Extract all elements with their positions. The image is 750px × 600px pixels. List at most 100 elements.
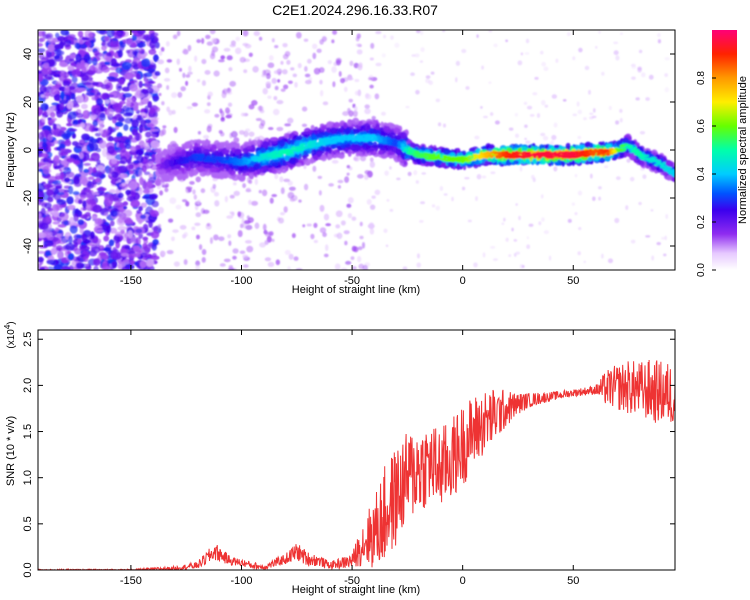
noise-speckle	[49, 119, 56, 124]
noise-speckle	[59, 172, 65, 180]
noise-speckle	[98, 251, 107, 257]
noise-speckle	[47, 133, 53, 141]
noise-speckle	[39, 266, 45, 270]
noise-speckle	[46, 242, 54, 247]
noise-speckle	[225, 107, 230, 114]
noise-speckle	[540, 194, 544, 199]
noise-speckle	[271, 77, 277, 84]
spectrogram-heatmap	[38, 30, 675, 270]
noise-speckle	[638, 201, 642, 206]
noise-speckle	[598, 196, 602, 201]
noise-speckle	[160, 47, 165, 52]
noise-speckle	[117, 192, 124, 199]
noise-speckle	[228, 265, 234, 269]
signal-ridge-blob	[443, 148, 450, 156]
noise-speckle	[130, 187, 136, 197]
noise-speckle	[53, 156, 60, 165]
noise-speckle	[589, 112, 594, 116]
noise-speckle	[615, 176, 621, 181]
noise-speckle	[194, 55, 198, 62]
noise-speckle	[54, 44, 60, 50]
noise-speckle	[176, 30, 181, 37]
noise-speckle	[294, 81, 298, 88]
noise-speckle	[481, 175, 487, 179]
signal-ridge-blob	[234, 148, 241, 156]
noise-speckle	[243, 264, 249, 268]
noise-speckle	[182, 49, 187, 54]
noise-speckle	[288, 253, 294, 260]
noise-speckle	[595, 45, 598, 49]
noise-speckle	[141, 58, 151, 68]
noise-speckle	[637, 67, 642, 73]
signal-ridge-blob	[196, 139, 202, 144]
noise-speckle	[91, 81, 99, 86]
noise-speckle	[158, 92, 162, 97]
noise-speckle	[209, 237, 213, 245]
signal-ridge-blob	[393, 154, 398, 161]
noise-speckle	[66, 196, 74, 205]
noise-speckle	[518, 215, 521, 221]
noise-speckle	[38, 213, 42, 218]
noise-speckle	[604, 165, 609, 169]
noise-speckle	[224, 196, 228, 203]
noise-speckle	[337, 179, 344, 184]
signal-ridge-blob	[329, 127, 338, 134]
noise-speckle	[490, 112, 494, 116]
noise-speckle	[543, 66, 549, 71]
noise-speckle	[357, 89, 362, 97]
noise-speckle	[592, 196, 596, 202]
noise-speckle	[110, 210, 118, 218]
noise-speckle	[166, 250, 174, 255]
noise-speckle	[213, 70, 220, 77]
noise-speckle	[615, 55, 620, 61]
noise-speckle	[85, 203, 92, 210]
noise-speckle	[147, 100, 153, 109]
noise-speckle	[259, 242, 266, 248]
noise-speckle	[201, 257, 206, 263]
noise-speckle	[144, 152, 150, 160]
noise-speckle	[619, 32, 623, 36]
noise-speckle	[268, 55, 274, 61]
signal-ridge-blob	[347, 119, 353, 127]
noise-speckle	[135, 149, 144, 156]
noise-speckle	[467, 219, 472, 223]
noise-speckle	[313, 222, 318, 228]
noise-speckle-group	[38, 30, 670, 270]
signal-ridge-blob	[326, 121, 334, 127]
noise-speckle	[302, 224, 306, 228]
noise-speckle	[257, 105, 264, 112]
noise-speckle	[43, 62, 50, 69]
noise-speckle	[53, 264, 63, 270]
noise-speckle	[150, 230, 160, 239]
noise-speckle	[328, 183, 334, 187]
noise-speckle	[135, 116, 144, 121]
noise-speckle	[201, 248, 207, 256]
noise-speckle	[455, 60, 461, 66]
noise-speckle	[104, 94, 115, 98]
noise-speckle	[171, 109, 176, 115]
signal-ridge-blob	[211, 172, 218, 178]
noise-speckle	[135, 237, 141, 246]
noise-speckle	[242, 30, 249, 37]
noise-speckle	[68, 235, 73, 245]
noise-speckle	[508, 254, 512, 258]
noise-speckle	[344, 176, 350, 183]
noise-speckle	[82, 110, 90, 119]
noise-speckle	[269, 197, 274, 204]
noise-speckle	[528, 223, 534, 227]
noise-speckle	[109, 166, 114, 175]
noise-speckle	[574, 212, 578, 216]
noise-speckle	[77, 219, 85, 226]
noise-speckle	[228, 240, 232, 246]
noise-speckle	[226, 215, 234, 219]
noise-speckle	[615, 120, 620, 125]
noise-speckle	[165, 183, 170, 188]
noise-speckle	[629, 176, 635, 182]
noise-speckle	[331, 39, 335, 44]
noise-speckle	[517, 60, 523, 66]
noise-speckle	[57, 35, 66, 42]
noise-speckle	[42, 165, 50, 175]
noise-speckle	[120, 155, 128, 165]
noise-speckle	[95, 177, 101, 183]
noise-speckle	[106, 76, 115, 80]
